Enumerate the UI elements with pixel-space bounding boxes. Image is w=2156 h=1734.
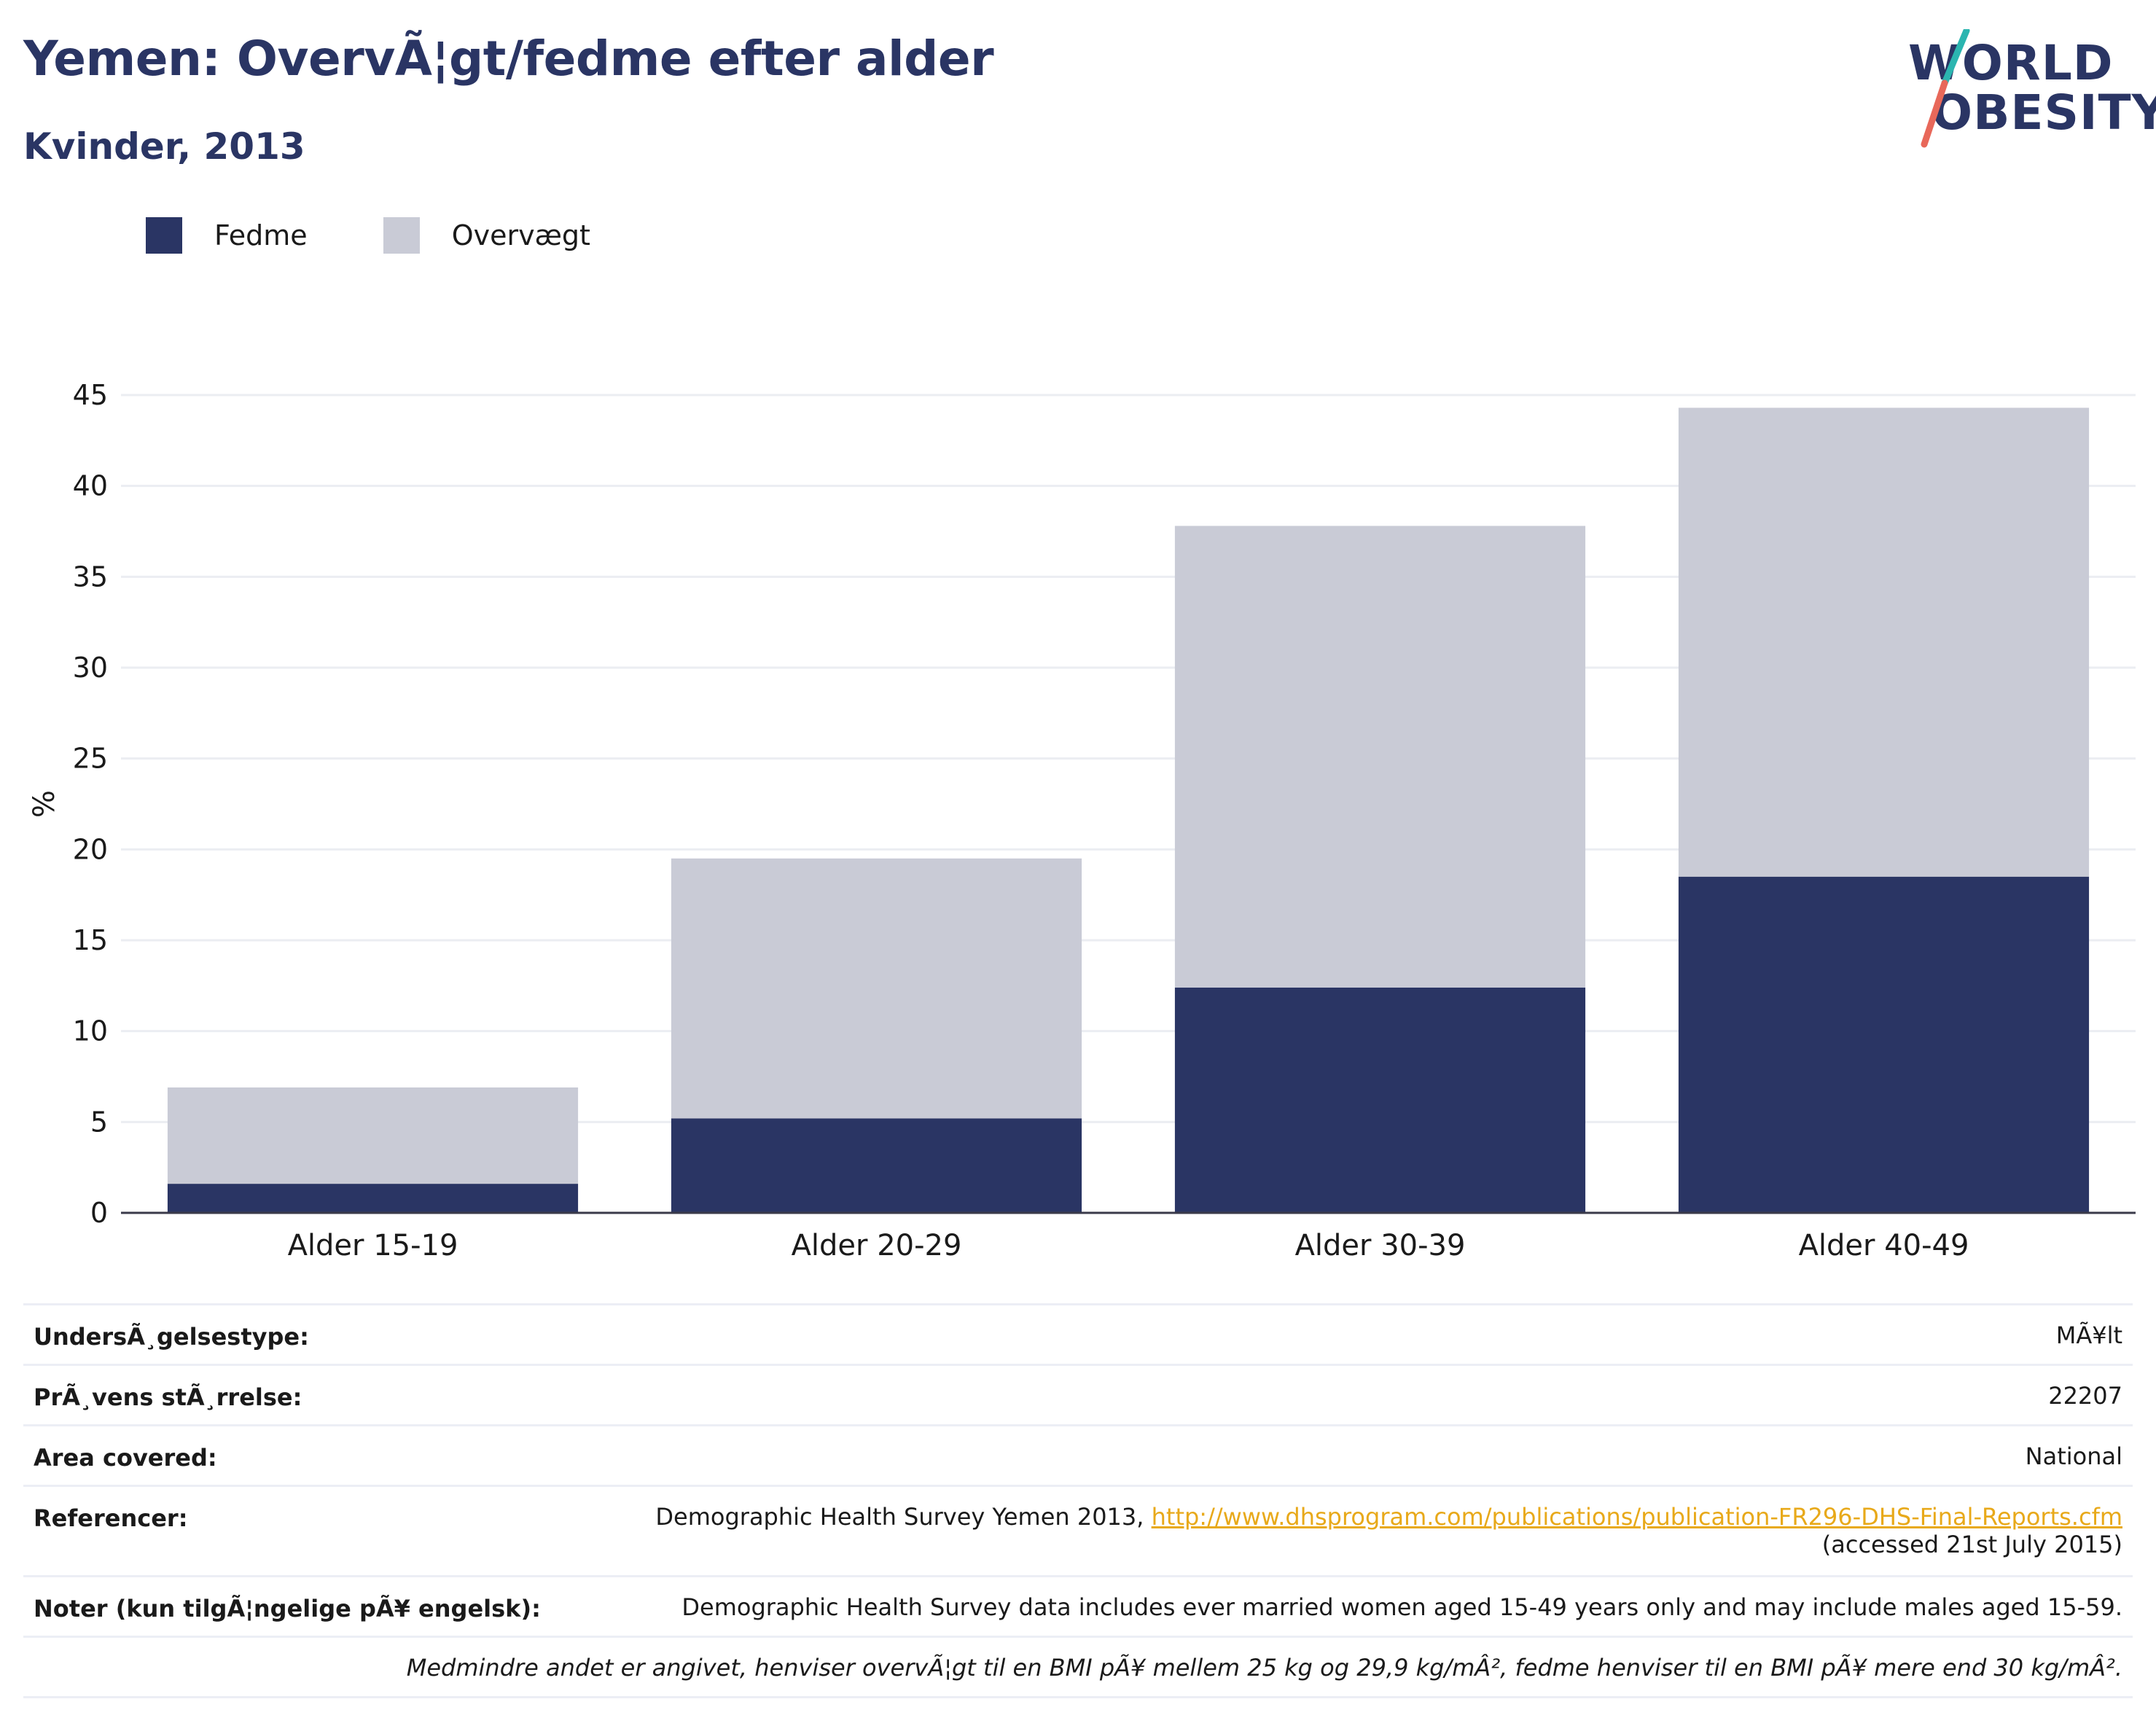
references-label: Referencer:	[34, 1504, 188, 1532]
bar-chart: 0 5 10 15 20 25 30 35 40 45 Alder 15-19 Alder 20-29…	[28, 379, 2136, 1262]
legend-swatch-overvaegt	[383, 217, 420, 254]
logo-text-line2: OBESITY	[1932, 85, 2156, 141]
info-row-sample-size: PrÃ¸vens stÃ¸rrelse: 22207	[23, 1364, 2133, 1424]
y-tick-label: 5	[90, 1106, 108, 1138]
page-title: Yemen: OvervÃ¦gt/fedme efter alder	[23, 31, 994, 87]
y-tick-label: 0	[90, 1197, 108, 1229]
x-category-label: Alder 20-29	[792, 1229, 962, 1262]
world-obesity-logo: WORLD OBESITY	[1895, 29, 2156, 160]
bar-fedme-1	[167, 1184, 579, 1213]
legend-label-fedme: Fedme	[214, 219, 308, 251]
bar-overv-gt-4	[1678, 407, 2090, 877]
y-tick-label: 45	[73, 379, 108, 411]
info-row-footnote: Medmindre andet er angivet, henviser ove…	[23, 1636, 2133, 1696]
y-tick-label: 20	[73, 833, 108, 865]
references-value: Demographic Health Survey Yemen 2013, ht…	[655, 1503, 2122, 1558]
page-subtitle: Kvinder, 2013	[23, 125, 305, 168]
references-link[interactable]: http://www.dhsprogram.com/publications/p…	[1151, 1503, 2122, 1531]
y-tick-label: 35	[73, 561, 108, 593]
info-table: UndersÃ¸gelsestype: MÃ¥lt PrÃ¸vens stÃ¸r…	[23, 1303, 2133, 1698]
area-value: National	[2025, 1442, 2122, 1470]
x-category-label: Alder 15-19	[288, 1229, 458, 1262]
y-tick-label: 10	[73, 1015, 108, 1047]
x-category-label: Alder 30-39	[1295, 1229, 1466, 1262]
bar-overv-gt-2	[671, 858, 1082, 1119]
bar-fedme-2	[671, 1118, 1082, 1213]
survey-type-label: UndersÃ¸gelsestype:	[34, 1323, 309, 1351]
bar-overv-gt-3	[1174, 526, 1586, 988]
chart-legend: Fedme Overvægt	[146, 217, 622, 254]
bar-fedme-4	[1678, 876, 2090, 1213]
info-row-notes: Noter (kun tilgÃ¦ngelige pÃ¥ engelsk): D…	[23, 1575, 2133, 1636]
legend-item-overvaegt: Overvægt	[383, 217, 590, 254]
bar-overv-gt-1	[167, 1087, 579, 1184]
references-accessed: (accessed 21st July 2015)	[1821, 1531, 2122, 1558]
survey-type-value: MÃ¥lt	[2055, 1321, 2122, 1349]
notes-value: Demographic Health Survey data includes …	[681, 1593, 2122, 1621]
y-tick-label: 40	[73, 470, 108, 502]
sample-size-label: PrÃ¸vens stÃ¸rrelse:	[34, 1383, 302, 1411]
y-axis-title: %	[28, 790, 61, 818]
legend-label-overvaegt: Overvægt	[451, 219, 590, 251]
sample-size-value: 22207	[2048, 1382, 2122, 1410]
y-tick-label: 30	[73, 652, 108, 684]
area-label: Area covered:	[34, 1444, 217, 1472]
y-tick-label: 15	[73, 924, 108, 956]
footnote: Medmindre andet er angivet, henviser ove…	[406, 1654, 2122, 1682]
info-table-bottom-rule	[23, 1696, 2133, 1698]
references-text: Demographic Health Survey Yemen 2013,	[655, 1503, 1152, 1531]
y-tick-label: 25	[73, 743, 108, 775]
logo-text-line1: WORLD	[1908, 35, 2114, 91]
info-row-survey-type: UndersÃ¸gelsestype: MÃ¥lt	[23, 1303, 2133, 1364]
x-category-label: Alder 40-49	[1799, 1229, 1969, 1262]
legend-item-fedme: Fedme	[146, 217, 308, 254]
info-row-references: Referencer: Demographic Health Survey Ye…	[23, 1485, 2133, 1575]
info-row-area: Area covered: National	[23, 1424, 2133, 1485]
logo-slash-icon	[1921, 29, 1970, 148]
bar-fedme-3	[1174, 987, 1586, 1213]
legend-swatch-fedme	[146, 217, 182, 254]
notes-label: Noter (kun tilgÃ¦ngelige pÃ¥ engelsk):	[34, 1595, 541, 1622]
